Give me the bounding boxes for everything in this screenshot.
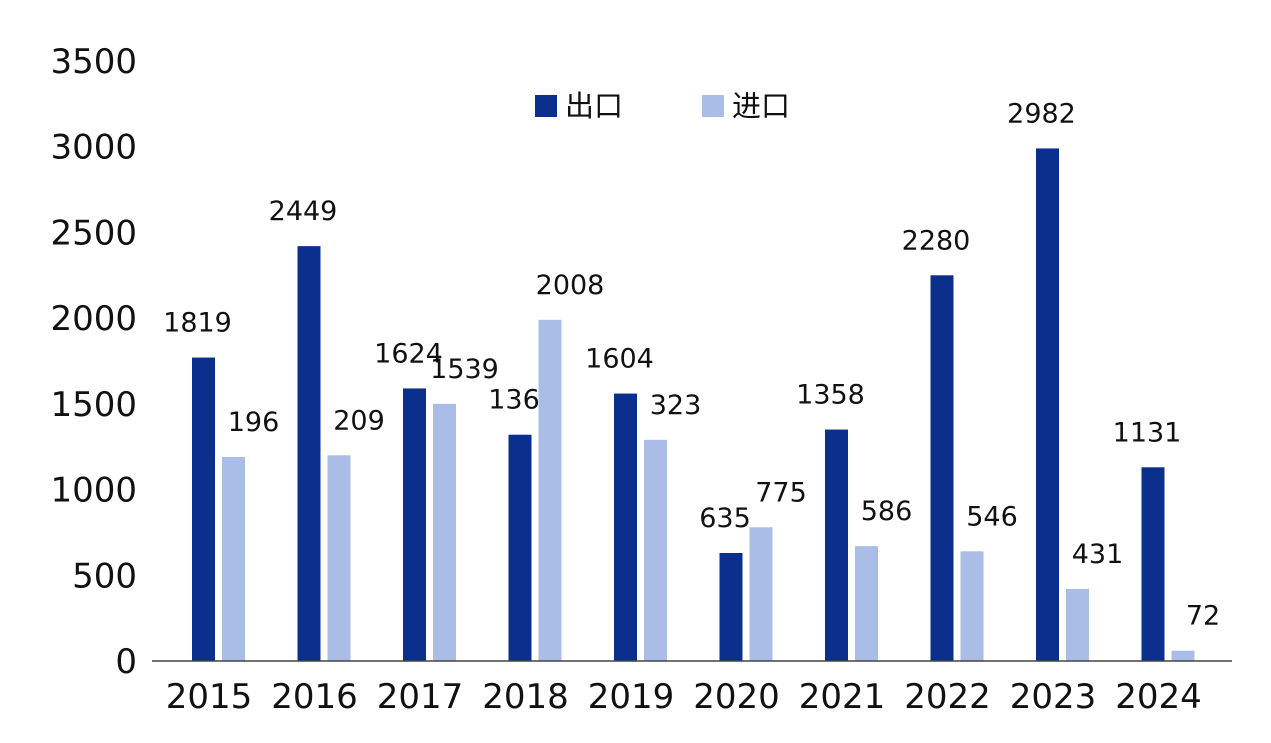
- x-tick-label: 2016: [271, 677, 358, 717]
- bar-export-2023: [1036, 148, 1059, 661]
- data-label: 2280: [902, 225, 971, 256]
- bar-import-2022: [960, 551, 984, 661]
- legend-label-export: 出口: [565, 89, 623, 123]
- x-tick-label: 2024: [1115, 677, 1202, 717]
- y-axis: 0 500 1000 1500 2000 2500 3000 3500: [50, 42, 137, 682]
- bar-export-2021: [825, 429, 848, 661]
- legend-swatch-import: [702, 95, 724, 117]
- x-tick-label: 2020: [693, 677, 780, 717]
- data-label: 1131: [1113, 417, 1182, 448]
- y-tick-label: 2000: [50, 299, 137, 339]
- data-label: 2982: [1007, 98, 1076, 129]
- y-tick-label: 500: [72, 556, 137, 596]
- bar-export-2016: [297, 246, 321, 661]
- bar-import-2015: [222, 457, 245, 661]
- data-label: 2449: [269, 196, 338, 227]
- bar-import-2017: [433, 403, 456, 661]
- data-label: 775: [755, 477, 807, 508]
- legend-label-import: 进口: [732, 89, 790, 123]
- bar-export-2017: [403, 388, 426, 661]
- y-tick-label: 1500: [50, 385, 137, 425]
- data-label: 136: [488, 385, 540, 416]
- bar-import-2016: [327, 455, 351, 661]
- data-label: 209: [333, 405, 385, 436]
- y-tick-label: 1000: [50, 471, 137, 511]
- bar-import-2020: [749, 527, 773, 661]
- y-tick-label: 0: [115, 642, 137, 682]
- bar-import-2024: [1171, 650, 1195, 661]
- data-label: 196: [228, 407, 280, 438]
- data-labels: 1819196244920916241539136200816043236357…: [163, 98, 1220, 631]
- bar-export-2022: [930, 275, 954, 661]
- data-label: 586: [861, 496, 913, 527]
- x-tick-label: 2017: [377, 677, 464, 717]
- data-label: 1539: [430, 354, 499, 385]
- x-tick-label: 2019: [588, 677, 675, 717]
- data-label: 546: [966, 501, 1018, 532]
- legend-swatch-export: [535, 95, 557, 117]
- y-tick-label: 2500: [50, 213, 137, 253]
- data-label: 1604: [585, 344, 654, 375]
- bar-import-2021: [855, 546, 878, 661]
- legend: 出口 进口: [535, 89, 790, 123]
- bar-import-2023: [1066, 589, 1089, 661]
- x-tick-label: 2015: [166, 677, 253, 717]
- bar-export-2019: [614, 393, 637, 661]
- x-tick-label: 2018: [482, 677, 569, 717]
- x-tick-label: 2021: [799, 677, 886, 717]
- y-tick-label: 3500: [50, 42, 137, 82]
- data-label: 635: [699, 503, 751, 534]
- x-axis: 2015 2016 2017 2018 2019 2020 2021 2022 2023 2024: [166, 677, 1202, 717]
- data-label: 2008: [536, 270, 605, 301]
- data-label: 72: [1186, 601, 1220, 632]
- data-label: 1819: [163, 308, 232, 339]
- bar-export-2018: [508, 434, 532, 661]
- data-label: 323: [650, 390, 702, 421]
- data-label: 1624: [374, 338, 443, 369]
- x-tick-label: 2022: [904, 677, 991, 717]
- bar-import-2018: [538, 319, 562, 661]
- data-label: 1358: [796, 380, 865, 411]
- bars: [192, 148, 1195, 661]
- bar-export-2024: [1141, 467, 1165, 661]
- y-tick-label: 3000: [50, 128, 137, 168]
- bar-export-2015: [192, 357, 215, 661]
- data-label: 431: [1072, 539, 1124, 570]
- bar-import-2019: [644, 439, 667, 661]
- x-tick-label: 2023: [1010, 677, 1097, 717]
- bar-export-2020: [719, 553, 743, 661]
